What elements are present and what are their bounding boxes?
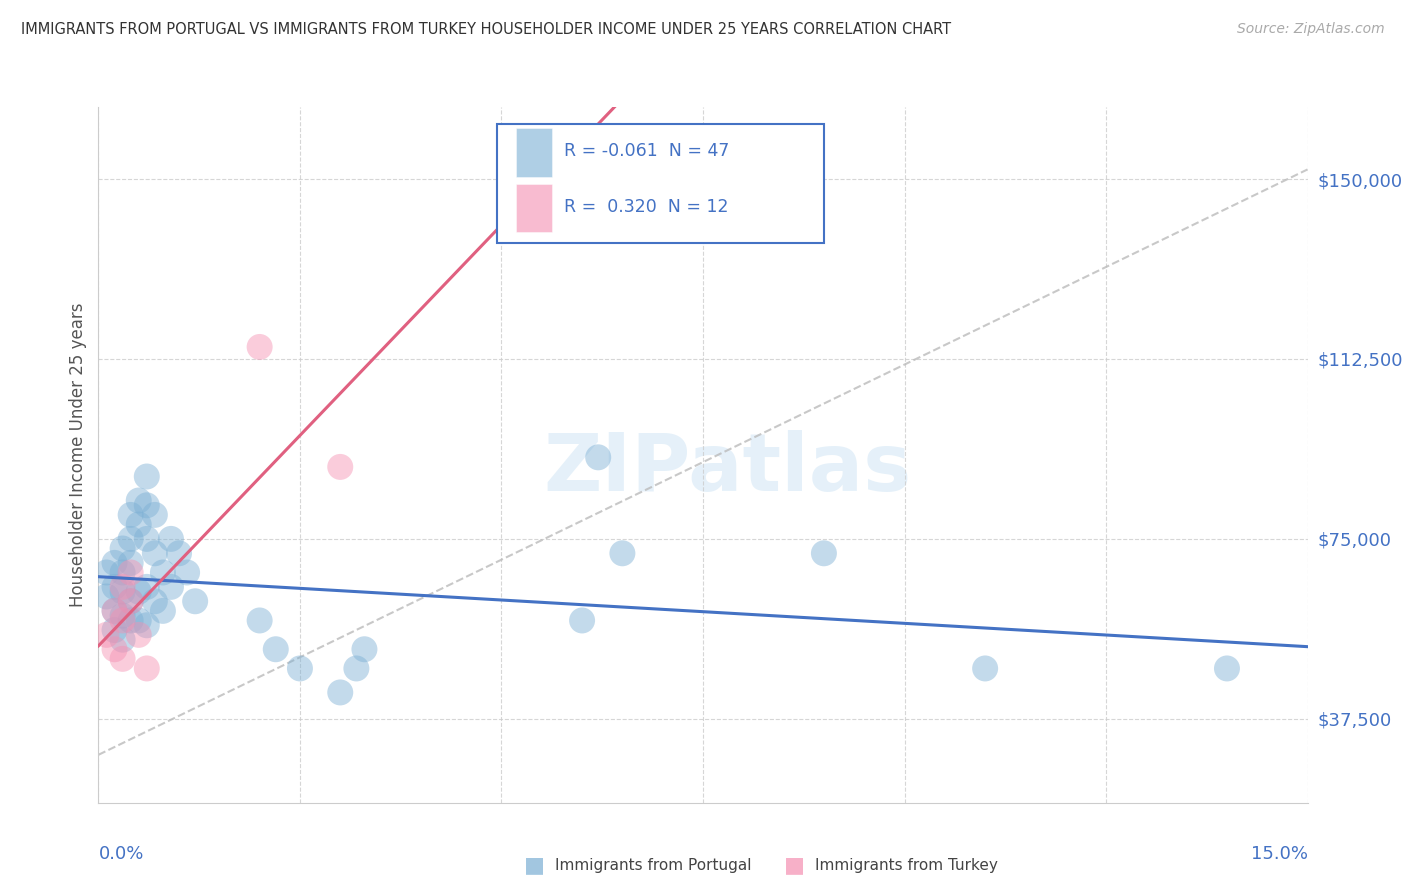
Point bbox=[329, 459, 352, 474]
Point bbox=[135, 498, 157, 512]
Point bbox=[111, 608, 134, 623]
Point bbox=[135, 532, 157, 546]
Point bbox=[120, 594, 142, 608]
Point bbox=[571, 614, 593, 628]
Point bbox=[135, 580, 157, 594]
Point bbox=[974, 661, 997, 675]
Point bbox=[184, 594, 207, 608]
Point bbox=[111, 584, 134, 599]
Point bbox=[120, 614, 142, 628]
Text: 0.0%: 0.0% bbox=[98, 845, 143, 863]
FancyBboxPatch shape bbox=[498, 124, 824, 243]
Point bbox=[128, 517, 150, 532]
Point bbox=[143, 508, 166, 522]
Point bbox=[103, 580, 125, 594]
Point bbox=[586, 450, 609, 465]
Point bbox=[128, 584, 150, 599]
Point bbox=[111, 566, 134, 580]
Text: Immigrants from Portugal: Immigrants from Portugal bbox=[555, 858, 752, 872]
Point bbox=[813, 546, 835, 560]
Text: ■: ■ bbox=[524, 855, 544, 875]
Point bbox=[120, 594, 142, 608]
Point bbox=[353, 642, 375, 657]
Text: ■: ■ bbox=[785, 855, 804, 875]
Point bbox=[96, 628, 118, 642]
Point bbox=[120, 556, 142, 570]
Point bbox=[152, 604, 174, 618]
Point bbox=[135, 661, 157, 675]
Point bbox=[128, 614, 150, 628]
Point bbox=[111, 541, 134, 556]
Point bbox=[143, 546, 166, 560]
FancyBboxPatch shape bbox=[516, 184, 551, 232]
Point bbox=[176, 566, 198, 580]
Text: IMMIGRANTS FROM PORTUGAL VS IMMIGRANTS FROM TURKEY HOUSEHOLDER INCOME UNDER 25 Y: IMMIGRANTS FROM PORTUGAL VS IMMIGRANTS F… bbox=[21, 22, 952, 37]
Point bbox=[344, 661, 367, 675]
Point bbox=[111, 614, 134, 628]
Point bbox=[120, 508, 142, 522]
Point bbox=[329, 685, 352, 699]
Point bbox=[249, 340, 271, 354]
Text: R =  0.320  N = 12: R = 0.320 N = 12 bbox=[564, 197, 728, 216]
Point bbox=[135, 469, 157, 483]
Point bbox=[128, 493, 150, 508]
Point bbox=[96, 566, 118, 580]
Point bbox=[103, 556, 125, 570]
Text: 15.0%: 15.0% bbox=[1250, 845, 1308, 863]
Point bbox=[103, 642, 125, 657]
Point bbox=[120, 566, 142, 580]
Point bbox=[103, 604, 125, 618]
Point bbox=[612, 546, 634, 560]
Point bbox=[167, 546, 190, 560]
Point bbox=[249, 614, 271, 628]
Y-axis label: Householder Income Under 25 years: Householder Income Under 25 years bbox=[69, 302, 87, 607]
Text: Source: ZipAtlas.com: Source: ZipAtlas.com bbox=[1237, 22, 1385, 37]
Point bbox=[135, 618, 157, 632]
Point bbox=[143, 594, 166, 608]
Point bbox=[152, 566, 174, 580]
FancyBboxPatch shape bbox=[516, 128, 551, 177]
Point bbox=[128, 628, 150, 642]
Point bbox=[160, 580, 183, 594]
Text: Immigrants from Turkey: Immigrants from Turkey bbox=[815, 858, 998, 872]
Text: ZIPatlas: ZIPatlas bbox=[543, 430, 911, 508]
Point bbox=[96, 590, 118, 604]
Point bbox=[103, 604, 125, 618]
Point bbox=[120, 532, 142, 546]
Point bbox=[103, 623, 125, 637]
Point bbox=[111, 580, 134, 594]
Point bbox=[111, 652, 134, 666]
Point bbox=[1216, 661, 1239, 675]
Point bbox=[111, 632, 134, 647]
Text: R = -0.061  N = 47: R = -0.061 N = 47 bbox=[564, 142, 730, 160]
Point bbox=[288, 661, 311, 675]
Point bbox=[264, 642, 287, 657]
Point bbox=[160, 532, 183, 546]
